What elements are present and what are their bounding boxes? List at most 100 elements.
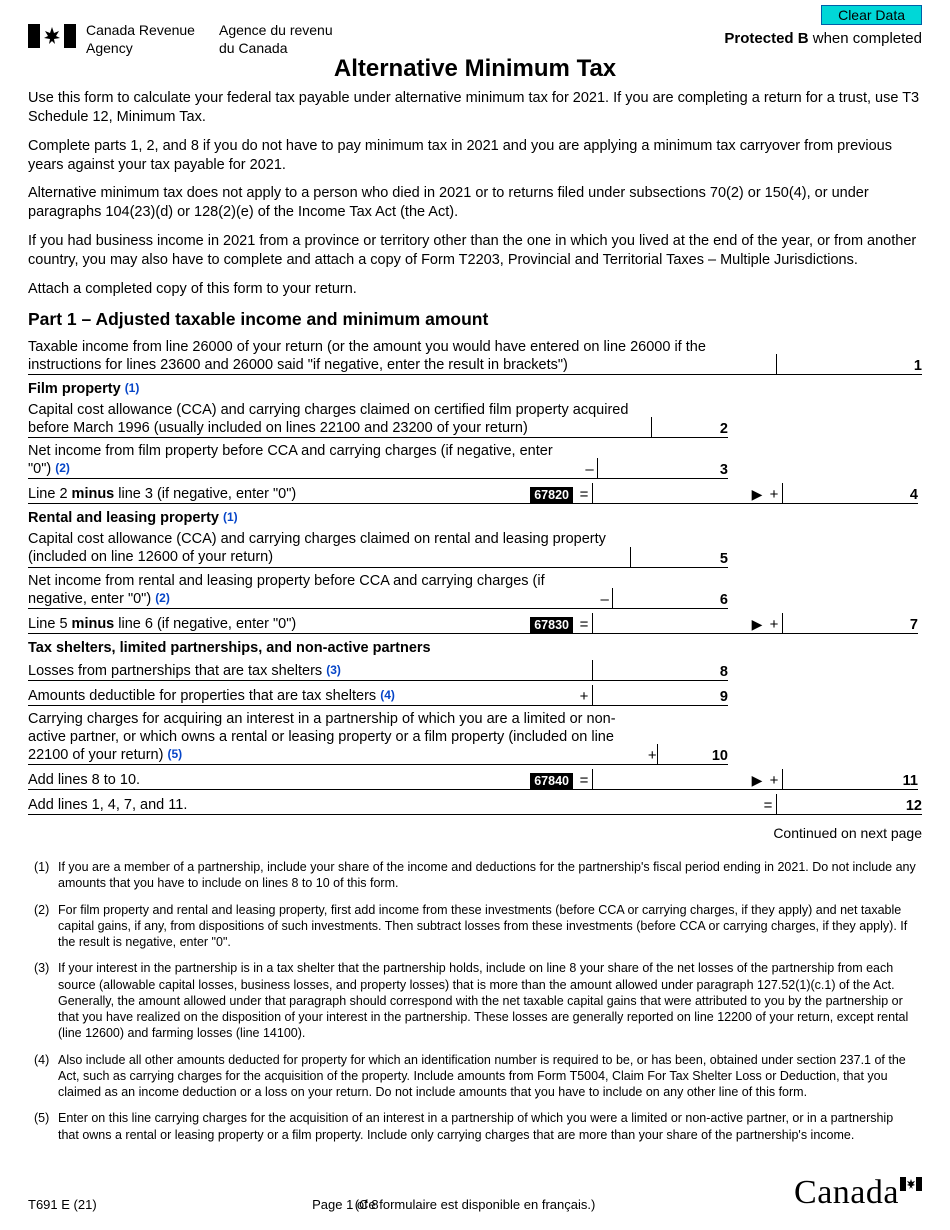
line-4-bold: minus [72,486,115,502]
footnote-2: (2)For film property and rental and leas… [34,902,916,951]
line-12-num: 12 [896,798,922,814]
agency-name-fr: Agence du revenu du Canada [219,22,333,57]
fn4-body: Also include all other amounts deducted … [58,1052,916,1101]
fn2-num: (2) [34,902,58,951]
line-2-num: 2 [712,421,728,437]
intro-p4: If you had business income in 2021 from … [28,232,922,270]
fn2-body: For film property and rental and leasing… [58,902,916,951]
line-3-field[interactable] [597,458,703,478]
line-8-row: Losses from partnerships that are tax sh… [28,658,922,683]
fn1-num: (1) [34,859,58,892]
line-10-field[interactable] [657,744,708,764]
line-11-num: 11 [892,773,918,789]
code-67820: 67820 [530,487,573,503]
canada-flag-icon [28,24,76,48]
line-5-num: 5 [708,551,728,567]
line-6-desc: Net income from rental and leasing prope… [28,572,598,608]
footnote-ref-5: (5) [167,747,182,761]
line-5-desc: Capital cost allowance (CCA) and carryin… [28,530,619,566]
line-11-field-right[interactable] [782,769,892,789]
arrow-icon: ▶ [748,486,766,503]
line-6-field[interactable] [612,588,706,608]
line-4-pre: Line 2 [28,486,72,502]
code-67840: 67840 [530,773,573,789]
line-8-num: 8 [702,664,728,680]
line-2-desc: Capital cost allowance (CCA) and carryin… [28,401,642,437]
line-9-text: Amounts deductible for properties that a… [28,688,376,704]
agency-name-en: Canada Revenue Agency [86,22,195,57]
line-6-text: Net income from rental and leasing prope… [28,573,545,607]
line-4-eq: = [576,486,592,503]
line-4-num: 4 [892,487,918,503]
footnote-4: (4)Also include all other amounts deduct… [34,1052,916,1101]
intro-p5: Attach a completed copy of this form to … [28,280,922,299]
line-12-row: Add lines 1, 4, 7, and 11. = 12 [28,792,922,817]
clear-data-button[interactable]: Clear Data [821,5,922,25]
footnote-ref-4: (4) [380,688,395,702]
line-6-num: 6 [705,592,728,608]
line-7-pre: Line 5 [28,616,72,632]
line-4-field-right[interactable] [782,483,892,503]
footnote-ref-2b: (2) [155,591,170,605]
intro-p2: Complete parts 1, 2, and 8 if you do not… [28,137,922,175]
footnote-ref-1b: (1) [223,510,238,524]
line-9-op: + [576,688,592,705]
part1-heading: Part 1 – Adjusted taxable income and min… [28,309,922,330]
line-10-desc: Carrying charges for acquiring an intere… [28,710,648,764]
line-5-row: Capital cost allowance (CCA) and carryin… [28,528,922,569]
line-5-field[interactable] [630,547,708,567]
footnote-5: (5)Enter on this line carrying charges f… [34,1110,916,1143]
line-7-num: 7 [892,617,918,633]
line-10-op: + [648,747,657,764]
line-11-eq: = [576,772,592,789]
line-4-field-left[interactable] [592,483,702,503]
line-7-desc: Line 5 minus line 6 (if negative, enter … [28,615,527,633]
line-1-field[interactable] [776,354,896,374]
line-7-bold: minus [72,616,115,632]
intro-p1: Use this form to calculate your federal … [28,89,922,127]
line-3-desc: Net income from film property before CCA… [28,442,582,478]
line-1-num: 1 [896,358,922,374]
line-8-text: Losses from partnerships that are tax sh… [28,663,322,679]
footnote-1: (1)If you are a member of a partnership,… [34,859,916,892]
line-7-eq: = [576,616,592,633]
footnote-ref-1a: (1) [125,381,140,395]
agency-fr-line2: du Canada [219,40,333,58]
fn4-num: (4) [34,1052,58,1101]
line-7-field-left[interactable] [592,613,702,633]
line-4-post: line 3 (if negative, enter "0") [114,486,296,502]
line-4-plus: + [766,486,782,503]
fn1-body: If you are a member of a partnership, in… [58,859,916,892]
line-2-field[interactable] [651,417,712,437]
arrow-icon: ▶ [748,772,766,789]
arrow-icon: ▶ [748,616,766,633]
line-9-desc: Amounts deductible for properties that a… [28,687,576,705]
line-7-field-right[interactable] [782,613,892,633]
wordmark-flag-icon [900,1177,922,1191]
line-11-row: Add lines 8 to 10. 67840 = ▶ + 11 [28,767,922,792]
line-9-num: 9 [702,689,728,705]
line-6-op: – [598,591,612,608]
line-8-field[interactable] [592,660,702,680]
line-3-op: – [582,461,597,478]
agency-fr-line1: Agence du revenu [219,22,333,40]
protected-label: Protected B when completed [724,30,922,47]
shelter-heading: Tax shelters, limited partnerships, and … [28,640,431,656]
line-12-field[interactable] [776,794,896,814]
fn5-body: Enter on this line carrying charges for … [58,1110,916,1143]
line-3-text: Net income from film property before CCA… [28,443,553,477]
line-2-row: Capital cost allowance (CCA) and carryin… [28,399,922,440]
footnote-3: (3)If your interest in the partnership i… [34,960,916,1041]
line-3-num: 3 [703,462,728,478]
line-1-row: Taxable income from line 26000 of your r… [28,336,922,377]
continued-label: Continued on next page [28,825,922,841]
line-11-field-left[interactable] [592,769,702,789]
code-67830: 67830 [530,617,573,633]
line-8-desc: Losses from partnerships that are tax sh… [28,662,576,680]
rental-heading: Rental and leasing property [28,510,219,526]
form-title: Alternative Minimum Tax [28,55,922,83]
protected-b: Protected B [724,30,808,47]
line-9-field[interactable] [592,685,702,705]
line-7-post: line 6 (if negative, enter "0") [114,616,296,632]
line-1-desc: Taxable income from line 26000 of your r… [28,338,732,374]
